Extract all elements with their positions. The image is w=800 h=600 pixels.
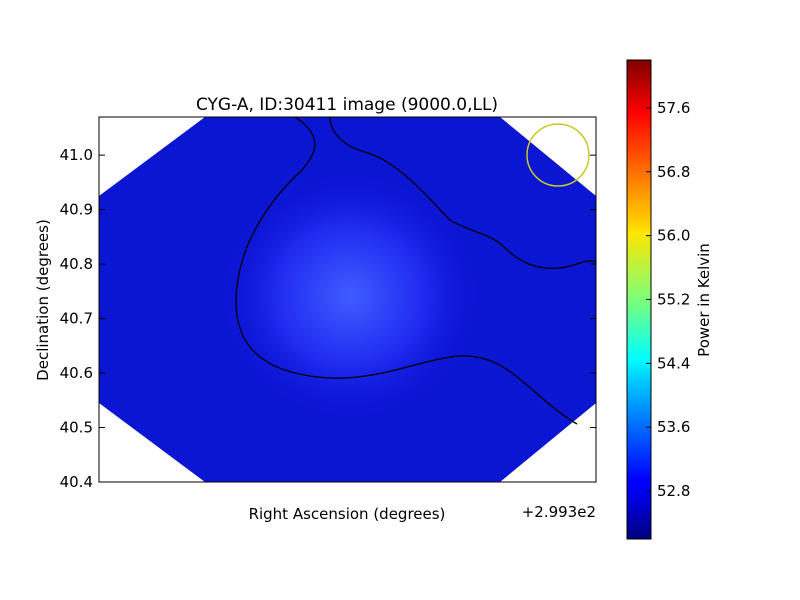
x-offset-label: +2.993e2 bbox=[522, 503, 596, 521]
source-glow bbox=[215, 168, 485, 424]
chart-title: CYG-A, ID:30411 image (9000.0,LL) bbox=[196, 95, 498, 115]
plot-area bbox=[98, 116, 597, 483]
y-tick-label-5: 40.9 bbox=[60, 201, 93, 219]
y-tick-label-3: 40.7 bbox=[60, 310, 93, 328]
y-tick-label-6: 41.0 bbox=[60, 146, 93, 164]
y-tick-label-1: 40.5 bbox=[60, 419, 93, 437]
colorbar-tick-label-3: 55.2 bbox=[657, 291, 690, 309]
colorbar-ticks: 52.8 53.6 54.4 55.2 56.0 56.8 57.6 bbox=[646, 99, 690, 500]
colorbar-tick-label-6: 57.6 bbox=[657, 99, 690, 117]
y-tick-label-0: 40.4 bbox=[60, 473, 93, 491]
contour-upper-right bbox=[329, 117, 596, 269]
y-axis: 40.4 40.5 40.6 40.7 40.8 40.9 41.0 bbox=[60, 146, 596, 491]
y-tick-label-4: 40.8 bbox=[60, 255, 93, 273]
colorbar-label: Power in Kelvin bbox=[695, 243, 713, 357]
colorbar: 52.8 53.6 54.4 55.2 56.0 56.8 57.6 Power in Ke… bbox=[626, 59, 713, 540]
contour-outer bbox=[235, 117, 578, 425]
colorbar-tick-label-1: 53.6 bbox=[657, 418, 690, 436]
y-axis-label: Declination (degrees) bbox=[34, 219, 52, 381]
x-axis-label: Right Ascension (degrees) bbox=[249, 505, 446, 523]
plot-frame bbox=[98, 116, 597, 483]
colorbar-tick-label-4: 56.0 bbox=[657, 227, 690, 245]
colorbar-tick-label-5: 56.8 bbox=[657, 163, 690, 181]
colorbar-tick-label-0: 52.8 bbox=[657, 482, 690, 500]
beam-circle bbox=[526, 123, 590, 187]
y-tick-label-2: 40.6 bbox=[60, 364, 93, 382]
colorbar-tick-label-2: 54.4 bbox=[657, 354, 690, 372]
